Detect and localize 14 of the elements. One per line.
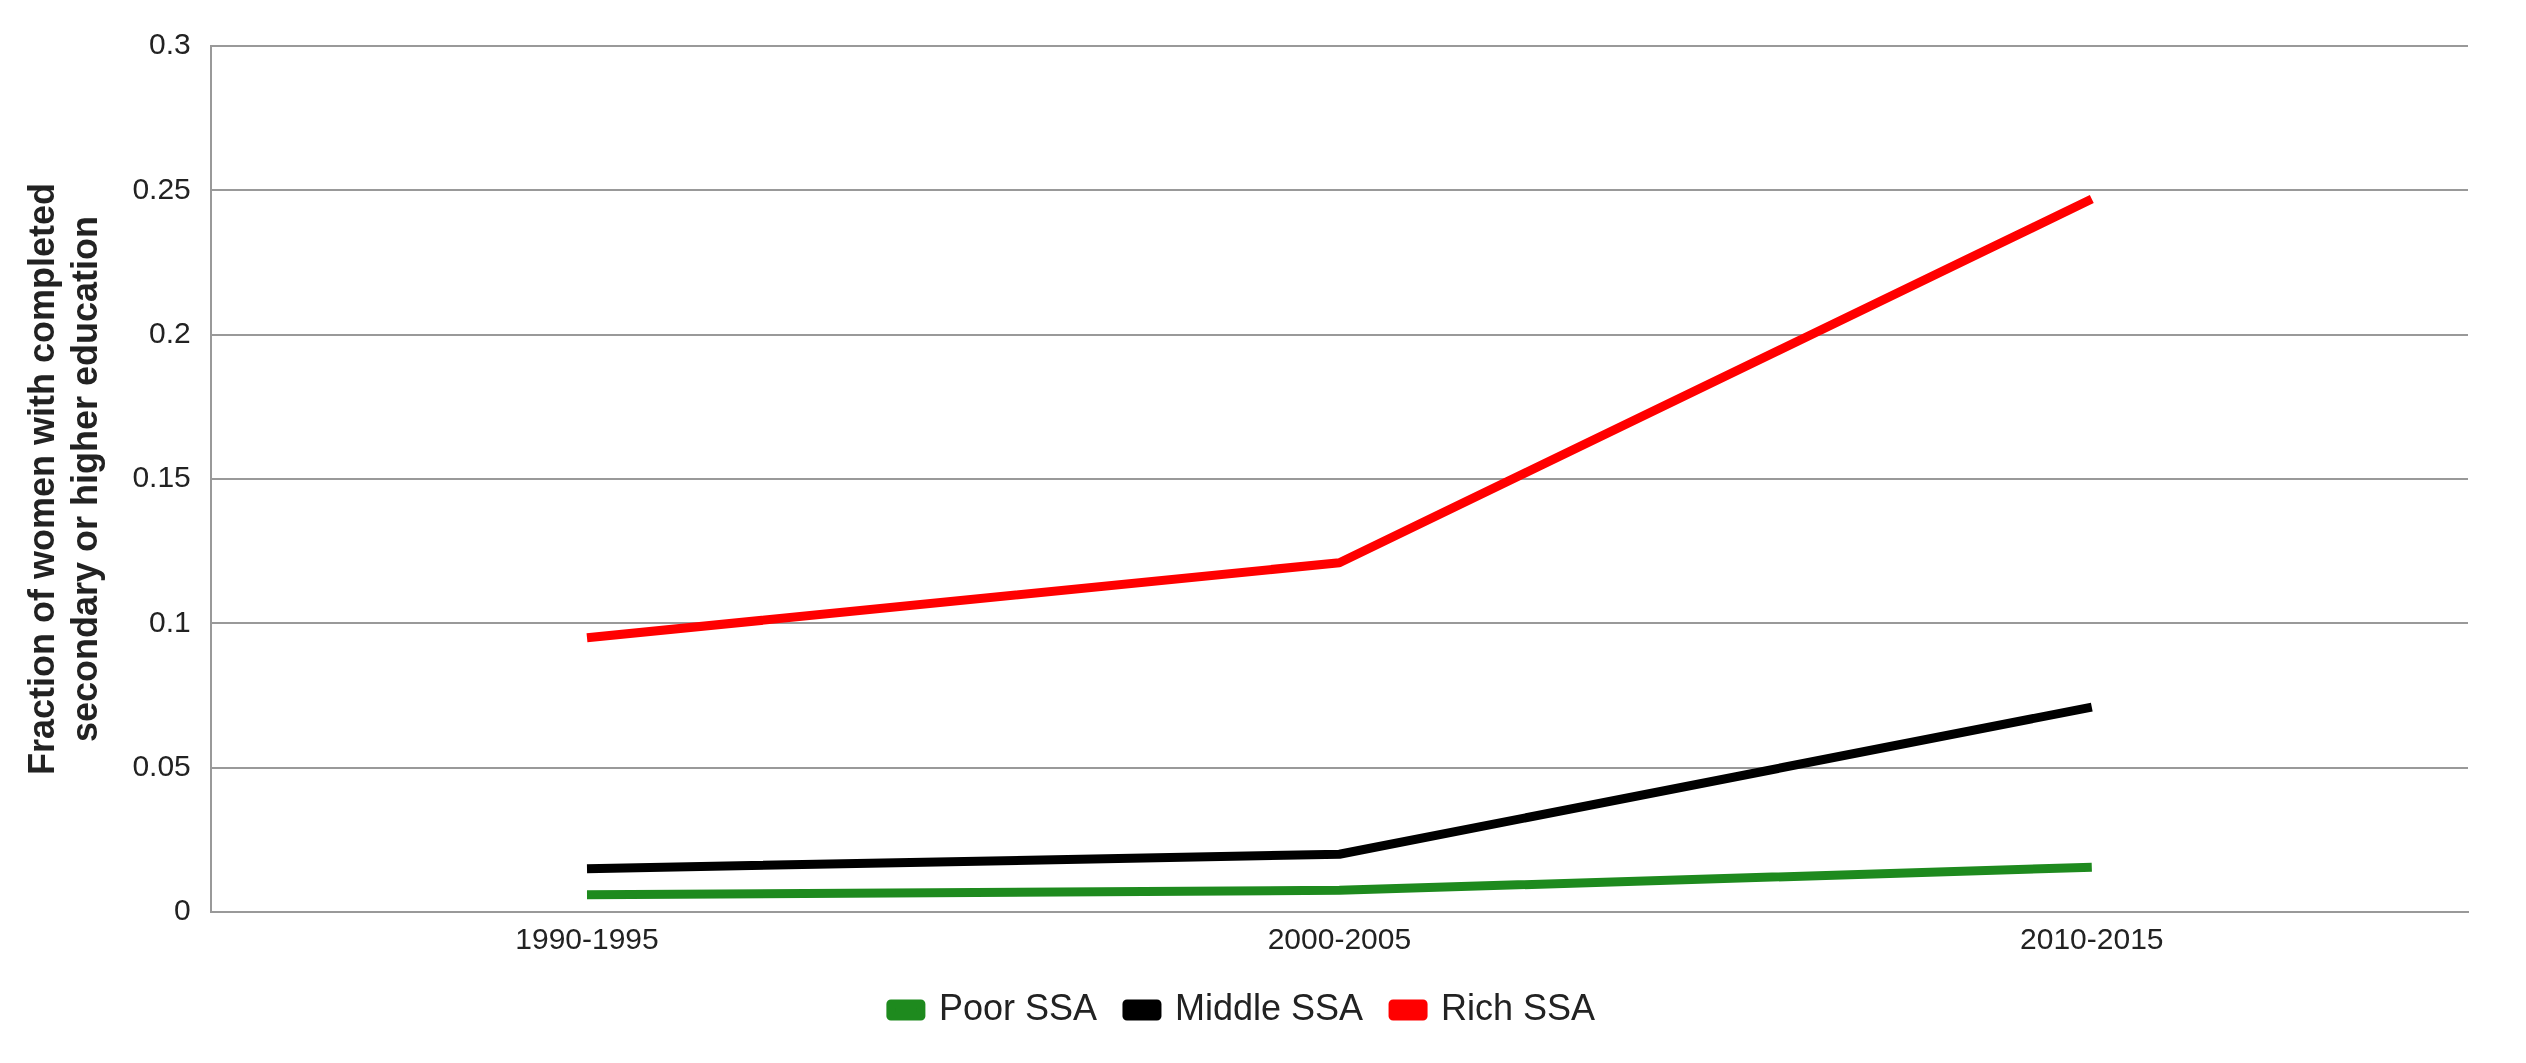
y-tick-label: 0.05 (132, 748, 191, 782)
y-tick-label: 0.1 (149, 604, 191, 638)
legend-label: Middle SSA (1174, 986, 1364, 1028)
legend-label: Rich SSA (1441, 986, 1596, 1028)
y-tick-label: 0.3 (149, 27, 191, 61)
y-tick-label: 0.15 (132, 460, 191, 494)
y-tick-label: 0.2 (149, 315, 191, 349)
x-tick-label: 2000-2005 (1267, 922, 1412, 956)
x-tick-label: 2010-2015 (2020, 922, 2164, 956)
y-tick-label: 0 (174, 893, 191, 927)
y-axis-title: Fraction of women with completed secondary or higher education (20, 182, 105, 776)
x-tick-label: 1990-1995 (515, 922, 659, 956)
legend-label: Poor SSA (938, 986, 1097, 1028)
y-tick-label: 0.25 (132, 171, 191, 205)
